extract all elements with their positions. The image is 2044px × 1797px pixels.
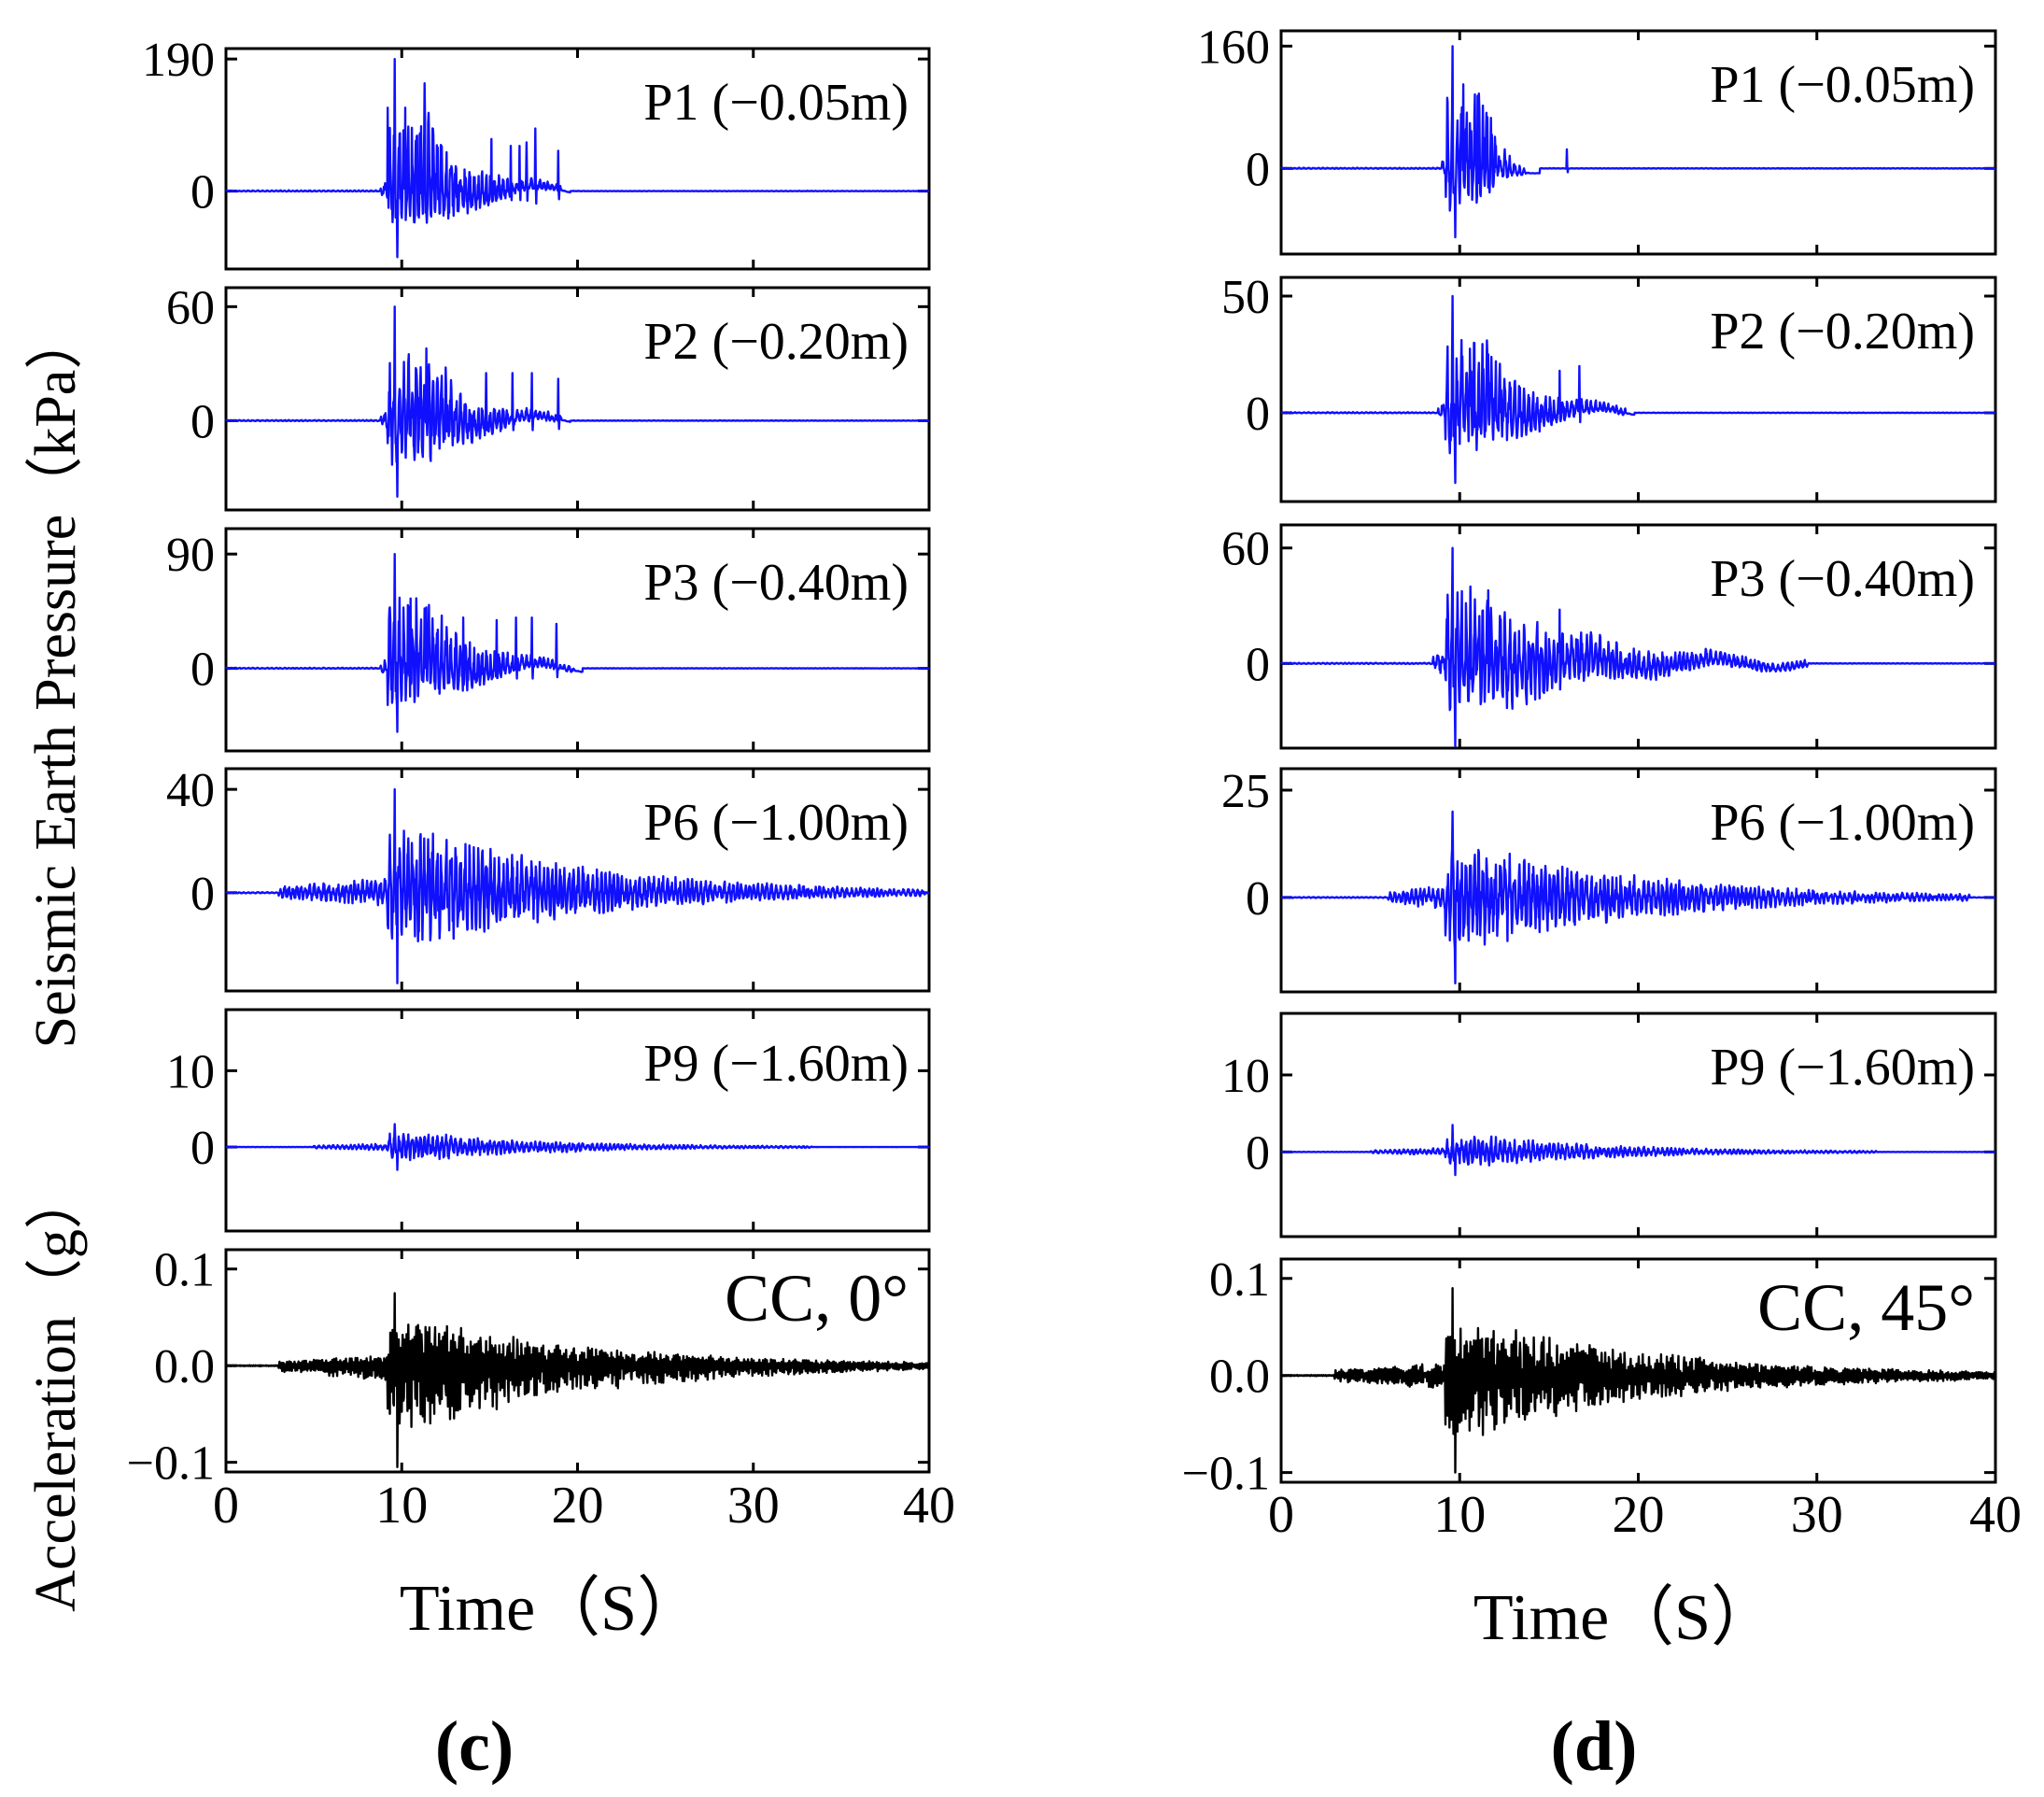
y-tick-label: 60 (1221, 523, 1270, 576)
series-line-pressure (1280, 294, 1996, 485)
y-tick-label: 0 (190, 644, 215, 697)
y-tick-label: 160 (1197, 21, 1270, 74)
subplot-c-5: 10 0 P9 (−1.60m) (166, 1008, 931, 1233)
x-tick-label: 20 (1613, 1486, 1665, 1544)
series-annotation: P6 (−1.00m) (1710, 794, 1975, 852)
series-annotation: P2 (−0.20m) (643, 313, 909, 371)
y-tick-label: 0.1 (154, 1244, 215, 1297)
y-tick-label: 0 (1246, 872, 1270, 926)
series-line-pressure (225, 553, 930, 733)
series-line-pressure (225, 1123, 930, 1171)
subplot-d-5: 10 0 P9 (−1.60m) (1221, 1012, 1997, 1238)
y-tick-label: 0.0 (154, 1340, 215, 1394)
series-line-pressure (1280, 546, 1996, 748)
x-tick-label: 30 (727, 1477, 780, 1535)
series-line-pressure (1280, 1124, 1996, 1177)
series-line-pressure (225, 305, 930, 498)
x-tick-label: 10 (375, 1477, 428, 1535)
subplot-c-3: 90 0 P3 (−0.40m) (166, 527, 931, 753)
series-line-pressure (1280, 45, 1996, 239)
y-tick-label: 0 (1246, 1126, 1270, 1180)
y-tick-label: 0 (1246, 638, 1270, 691)
series-line-acceleration (1280, 1287, 1996, 1474)
x-tick-label: 0 (213, 1477, 239, 1535)
series-annotation: P6 (−1.00m) (643, 794, 909, 852)
series-annotation: P9 (−1.60m) (643, 1035, 909, 1093)
series-annotation: P3 (−0.40m) (643, 554, 909, 612)
x-tick-label: 20 (552, 1477, 604, 1535)
series-annotation: CC, 45° (1757, 1270, 1975, 1345)
y-tick-label: 25 (1221, 765, 1270, 818)
y-tick-label: 40 (166, 764, 215, 817)
x-tick-label: 0 (1268, 1486, 1294, 1544)
series-line-pressure (225, 787, 930, 984)
y-tick-label: 0 (190, 395, 215, 448)
series-line-pressure (1280, 810, 1996, 984)
series-line-acceleration (225, 1292, 930, 1468)
x-tick-label: 40 (903, 1477, 955, 1535)
subplot-d-6: 0.1 0.0 −0.1 CC, 45° (1182, 1253, 1997, 1501)
y-tick-label: 0.0 (1209, 1351, 1270, 1404)
y-tick-label: −0.1 (1182, 1448, 1270, 1501)
series-line-pressure (225, 58, 930, 259)
y-tick-label: −0.1 (127, 1437, 215, 1491)
y-axis-label-acceleration: Acceleration（g） (24, 1171, 88, 1612)
subplot-c-1: 190 0 P1 (−0.05m) (142, 34, 931, 271)
y-tick-label: 0 (190, 868, 215, 921)
subplots-group: 190 0 P1 (−0.05m) 60 0 P2 (−0.20m) 90 0 P3 (−0.4… (127, 21, 2022, 1544)
panel-label-d: (d) (1551, 1707, 1638, 1786)
subplot-d-3: 60 0 P3 (−0.40m) (1221, 523, 1997, 750)
x-axis-label-d: Time（S） (1473, 1582, 1776, 1654)
x-axis-label-c: Time（S） (400, 1573, 702, 1645)
subplot-c-6: 0.1 0.0 −0.1 CC, 0° (127, 1244, 931, 1491)
y-tick-label: 190 (142, 34, 215, 87)
y-tick-label: 50 (1221, 271, 1270, 324)
y-tick-label: 60 (166, 281, 215, 334)
series-annotation: P9 (−1.60m) (1710, 1039, 1975, 1097)
y-tick-label: 0 (190, 166, 215, 219)
subplot-d-1: 160 0 P1 (−0.05m) (1197, 21, 1997, 256)
y-axis-label-pressure: Seismic Earth Pressure（kPa） (24, 312, 88, 1049)
x-tick-label: 40 (1969, 1486, 2022, 1544)
y-tick-label: 10 (166, 1045, 215, 1098)
y-tick-label: 10 (1221, 1050, 1270, 1103)
y-tick-label: 0 (1246, 388, 1270, 441)
subplot-d-2: 50 0 P2 (−0.20m) (1221, 271, 1997, 503)
x-tick-label: 30 (1791, 1486, 1843, 1544)
series-annotation: P2 (−0.20m) (1710, 303, 1975, 361)
subplot-c-4: 40 0 P6 (−1.00m) (166, 764, 931, 993)
y-tick-label: 0 (1246, 143, 1270, 196)
subplot-d-4: 25 0 P6 (−1.00m) (1221, 765, 1997, 994)
series-annotation: P3 (−0.40m) (1710, 550, 1975, 608)
series-annotation: P1 (−0.05m) (643, 74, 909, 132)
x-tick-label: 10 (1433, 1486, 1486, 1544)
subplot-c-2: 60 0 P2 (−0.20m) (166, 281, 931, 512)
panel-label-c: (c) (435, 1707, 514, 1786)
y-tick-label: 90 (166, 529, 215, 582)
series-annotation: CC, 0° (725, 1261, 909, 1336)
y-tick-label: 0.1 (1209, 1253, 1270, 1307)
series-annotation: P1 (−0.05m) (1710, 56, 1975, 114)
y-tick-label: 0 (190, 1122, 215, 1175)
